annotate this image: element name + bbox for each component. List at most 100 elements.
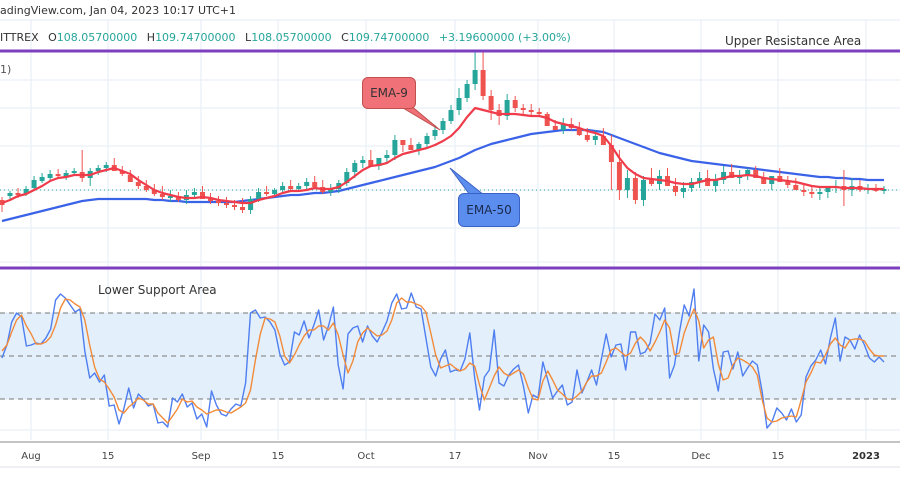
x-axis-label: 15: [101, 451, 115, 462]
candle-body: [127, 175, 133, 182]
close-key: C: [341, 31, 349, 44]
candle-body: [200, 192, 205, 199]
candle-body: [143, 186, 149, 190]
candle-body: [592, 136, 598, 140]
ema9-line: [1, 106, 884, 205]
zone-lines: [0, 49, 900, 270]
candle-body: [600, 136, 606, 145]
candle-body: [400, 140, 406, 145]
candle-body: [801, 190, 807, 192]
x-axis: [0, 441, 900, 468]
open-value: 108.05700000: [56, 31, 138, 44]
candle-body: [673, 186, 678, 192]
candle-body: [216, 201, 221, 203]
candle-body: [432, 130, 438, 136]
candle-body: [641, 180, 646, 200]
candle-body: [31, 180, 37, 188]
x-axis-label: 15: [271, 451, 285, 462]
candle-body: [352, 163, 358, 172]
x-axis-label: 17: [448, 451, 462, 462]
candle-body: [119, 171, 125, 174]
candle-body: [424, 136, 430, 144]
stochastic-pane: [0, 288, 900, 429]
candle-body: [7, 193, 13, 196]
candle-body: [408, 145, 414, 150]
candle-body: [376, 158, 382, 166]
candle-body: [360, 160, 366, 163]
candle-body: [504, 100, 510, 116]
low-key: L: [245, 31, 252, 44]
candle-body: [697, 178, 703, 182]
candle-body: [705, 178, 711, 186]
candle-body: [151, 190, 157, 194]
x-axis-label: Aug: [21, 451, 41, 462]
change-value: +3.19600000 (+3.00%): [438, 31, 571, 44]
candle-body: [224, 203, 229, 205]
candle-body: [392, 140, 398, 155]
x-axis-label: Oct: [357, 451, 375, 462]
candle-body: [344, 172, 350, 183]
candle-body: [63, 173, 69, 177]
candle-body: [71, 171, 77, 173]
interval-fragment: 1): [0, 63, 12, 76]
stochastic-d-line: [1, 297, 884, 424]
candle-body: [488, 96, 494, 110]
ohlc-legend: ITTREX O108.05700000 H109.74700000 L108.…: [0, 31, 571, 44]
high-value: 109.74700000: [155, 31, 236, 44]
candle-body: [384, 155, 390, 158]
candle-body: [103, 165, 109, 168]
candle-body: [472, 70, 478, 84]
ema9-callout: EMA-9: [362, 77, 416, 109]
x-axis-label: Sep: [191, 451, 211, 462]
candle-body: [368, 160, 374, 166]
candle-body: [416, 144, 422, 150]
candle-body: [23, 189, 29, 194]
candle-body: [135, 182, 141, 186]
ema50-callout: EMA-50: [458, 193, 520, 227]
chart-source-header: adingView.com, Jan 04, 2023 10:17 UTC+1: [0, 4, 236, 17]
candle-body: [721, 172, 727, 180]
candle-body: [528, 110, 534, 112]
candle-body: [649, 180, 654, 184]
open-key: O: [48, 31, 57, 44]
candle-body: [456, 98, 462, 110]
x-axis-label: Dec: [691, 451, 711, 462]
candle-body: [809, 192, 815, 194]
x-axis-label: Nov: [528, 451, 548, 462]
candle-body: [39, 177, 45, 181]
candle-body: [520, 108, 526, 110]
candle-body: [15, 193, 21, 195]
close-value: 109.74700000: [348, 31, 430, 44]
candle-body: [632, 178, 638, 200]
candle-body: [232, 205, 237, 207]
candle-body: [480, 70, 486, 96]
candle-body: [280, 186, 286, 190]
candle-body: [240, 207, 245, 210]
candle-body: [536, 112, 542, 114]
candle-body: [248, 199, 254, 210]
candle-body: [584, 135, 590, 140]
candle-body: [47, 174, 53, 178]
candle-body: [167, 196, 173, 198]
candle-body: [272, 190, 278, 194]
candle-body: [560, 124, 566, 130]
candle-body: [304, 182, 310, 186]
candle-body: [159, 194, 165, 197]
upper-resistance-label: Upper Resistance Area: [725, 34, 862, 48]
candle-body: [785, 182, 791, 185]
candle-body: [296, 186, 302, 189]
candle-body: [576, 128, 582, 135]
candle-body: [624, 178, 630, 190]
low-value: 108.05700000: [251, 31, 332, 44]
candle-body: [440, 121, 446, 130]
candle-body: [761, 178, 767, 184]
candle-body: [256, 192, 262, 199]
candle-body: [817, 192, 823, 194]
candle-body: [793, 185, 799, 190]
candle-body: [264, 192, 270, 194]
candle-body: [825, 188, 831, 192]
candle-body: [616, 162, 622, 190]
candle-body: [312, 182, 318, 187]
candle-body: [608, 145, 614, 162]
